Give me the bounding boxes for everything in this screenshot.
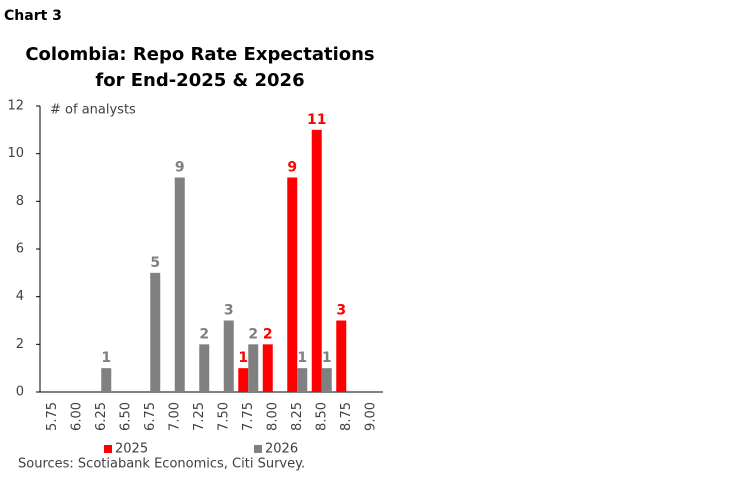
bar <box>150 272 161 392</box>
x-tick-label: 8.00 <box>265 402 280 431</box>
data-label: 1 <box>297 350 307 366</box>
data-label: 11 <box>307 112 326 128</box>
x-tick-label: 6.00 <box>69 402 84 431</box>
x-tick-label: 6.25 <box>94 402 109 431</box>
data-label: 1 <box>238 350 248 366</box>
y-tick-label: 2 <box>16 337 24 352</box>
data-label: 9 <box>175 160 185 176</box>
legend-swatch <box>104 445 112 453</box>
y-tick-label: 12 <box>7 99 24 114</box>
data-label: 3 <box>336 303 346 319</box>
x-tick-label: 6.50 <box>118 402 133 431</box>
bar <box>101 368 112 392</box>
legend-label: 2025 <box>115 442 148 457</box>
data-label: 9 <box>287 160 297 176</box>
y-tick-label: 4 <box>16 289 24 304</box>
legend-label: 2026 <box>265 442 298 457</box>
y-tick-label: 6 <box>16 242 24 257</box>
bar <box>223 320 234 392</box>
bar <box>262 344 273 392</box>
chart-title: for End-2025 & 2026 <box>95 70 304 91</box>
x-tick-label: 6.75 <box>143 402 158 431</box>
bar <box>287 177 298 392</box>
data-label: 5 <box>150 255 160 271</box>
x-tick-label: 7.75 <box>241 402 256 431</box>
data-label: 1 <box>322 350 332 366</box>
bar <box>248 344 259 392</box>
data-label: 2 <box>248 326 258 342</box>
bar <box>297 368 308 392</box>
chart-label: Chart 3 <box>4 8 62 24</box>
legend-swatch <box>254 445 262 453</box>
data-label: 1 <box>101 350 111 366</box>
x-tick-label: 9.00 <box>363 402 378 431</box>
x-tick-label: 7.00 <box>167 402 182 431</box>
y-tick-label: 10 <box>7 146 24 161</box>
bar <box>238 368 249 392</box>
data-label: 2 <box>199 326 209 342</box>
bar <box>174 177 185 392</box>
chart-title: Colombia: Repo Rate Expectations <box>25 44 374 65</box>
x-tick-label: 8.25 <box>290 402 305 431</box>
y-axis-label: # of analysts <box>50 103 136 118</box>
source: Sources: Scotiabank Economics, Citi Surv… <box>18 457 305 472</box>
bar <box>199 344 210 392</box>
x-tick-label: 8.75 <box>339 402 354 431</box>
x-tick-label: 5.75 <box>45 402 60 431</box>
x-tick-label: 8.50 <box>314 402 329 431</box>
bar <box>311 129 322 393</box>
data-label: 2 <box>263 326 273 342</box>
bar <box>321 368 332 392</box>
data-label: 3 <box>224 303 234 319</box>
x-tick-label: 7.50 <box>216 402 231 431</box>
y-tick-label: 0 <box>16 385 24 400</box>
x-tick-label: 7.25 <box>192 402 207 431</box>
y-tick-label: 8 <box>16 194 24 209</box>
bar <box>336 320 347 392</box>
